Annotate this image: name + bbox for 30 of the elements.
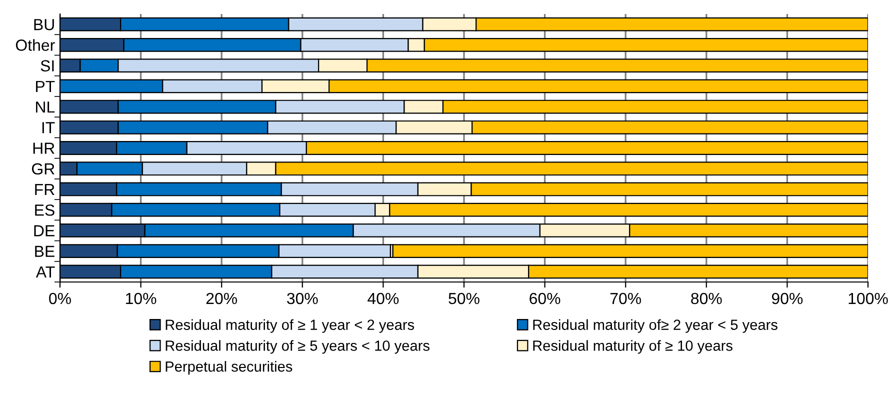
y-tick-label: BE [35,246,54,257]
x-tick-label: 90% [772,292,803,304]
x-tick-label: 80% [691,292,722,304]
y-tick-label: Other [16,39,55,51]
x-tick-label: 10% [126,292,156,304]
y-tick-label: AT [36,266,55,278]
x-tick-label: 30% [287,292,318,304]
y-tick-label: HR [33,142,54,154]
x-tick-label: 100% [848,292,888,304]
x-tick-label: 0% [49,292,71,304]
legend-label: Residual maturity of ≥ 1 year < 2 years [166,319,414,333]
y-tick-label: IT [42,122,55,134]
y-tick-label: ES [35,204,54,216]
legend-label: Residual maturity of ≥ 5 years < 10 years [166,340,430,354]
legend-label: Perpetual securities [166,361,292,375]
x-tick-label: 20% [206,292,238,304]
legend-label: Residual maturity of≥ 2 year < 5 years [533,319,778,333]
y-tick-label: SI [40,60,54,72]
x-tick-label: 70% [610,292,642,304]
y-tick-label: FR [35,184,54,196]
x-tick-label: 60% [530,292,560,304]
legend-label: Residual maturity of ≥ 10 years [533,340,732,354]
y-tick-label: NL [36,102,55,113]
x-tick-label: 50% [448,292,480,304]
x-tick-label: 40% [368,292,399,304]
y-tick-label: GR [32,163,54,175]
y-tick-label: DE [34,225,54,236]
y-tick-label: PT [36,80,55,92]
y-tick-label: BU [34,19,54,30]
bar [392,244,868,258]
